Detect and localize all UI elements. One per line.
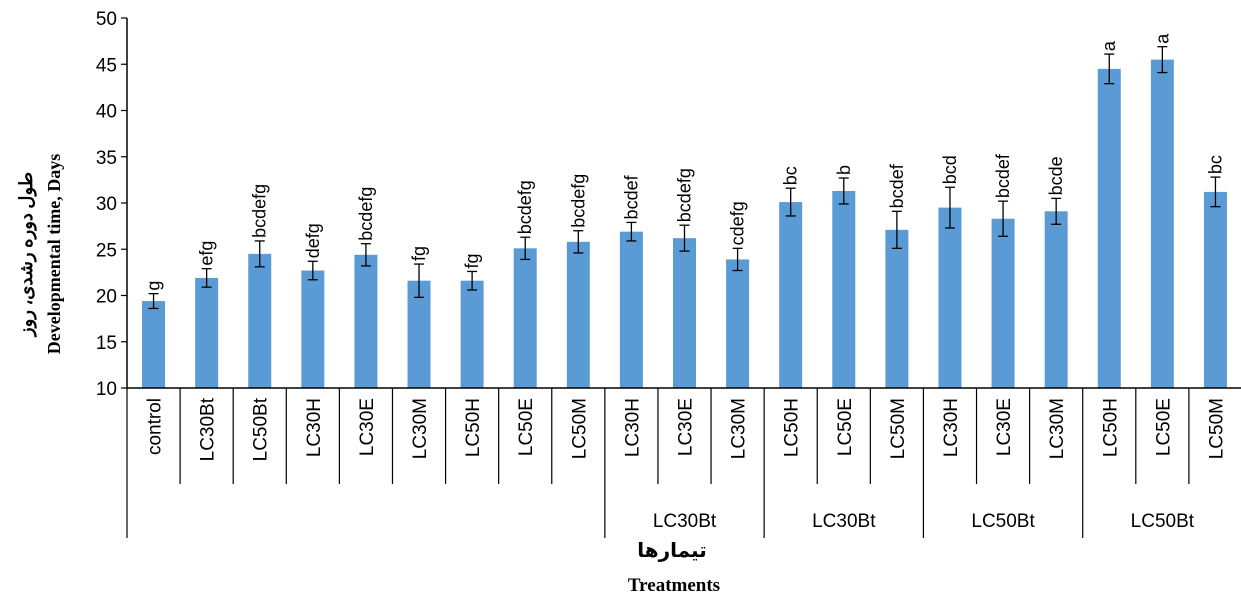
bar <box>1097 68 1121 388</box>
y-tick-label: 40 <box>96 102 117 123</box>
bar <box>195 277 219 388</box>
y-tick-label: 45 <box>96 55 117 76</box>
bar <box>938 207 962 388</box>
significance-letter: a <box>1099 40 1119 51</box>
x-category-label: LC30E <box>357 398 378 456</box>
x-category-label: LC30E <box>994 398 1015 456</box>
bar <box>566 241 590 388</box>
bar <box>301 270 325 388</box>
significance-letter: b <box>834 165 854 175</box>
significance-letter: bc <box>781 166 801 185</box>
bar <box>513 248 537 388</box>
x-category-label: LC50H <box>782 398 803 457</box>
significance-letter: bcde <box>1046 156 1066 195</box>
x-axis-label-persian: تیمارها <box>637 538 706 562</box>
y-axis-label-english: Developmental time, Days <box>44 154 64 354</box>
x-group-label: LC30Bt <box>812 511 876 532</box>
x-category-label: LC30H <box>941 398 962 457</box>
y-axis: 10 15 20 25 30 35 40 45 50 <box>96 9 128 400</box>
bar <box>407 280 431 388</box>
x-group-label: LC50Bt <box>1131 511 1195 532</box>
significance-letter: bcdefg <box>515 180 535 234</box>
x-category-label: LC30Bt <box>198 397 219 461</box>
bar <box>885 229 909 388</box>
significance-letter: bcdefg <box>250 184 270 238</box>
x-category-label: LC50H <box>463 398 484 457</box>
bar <box>248 253 272 388</box>
x-category-label: LC30M <box>729 398 750 459</box>
x-category-label: LC30H <box>622 398 643 457</box>
y-tick-label: 35 <box>96 148 117 169</box>
significance-letter: bcdefg <box>675 168 695 222</box>
x-category-label: LC30M <box>1047 398 1068 459</box>
x-category-label: LC50E <box>1153 398 1174 456</box>
x-category-label: LC30M <box>410 398 431 459</box>
bar <box>779 202 803 388</box>
significance-letter: bcdef <box>621 174 641 219</box>
y-tick-label: 30 <box>96 194 117 215</box>
significance-letter: cdefg <box>728 201 748 245</box>
bar <box>354 254 378 388</box>
bar <box>142 301 166 388</box>
bar <box>1203 191 1227 388</box>
x-axis-label-english: Treatments <box>628 575 720 596</box>
y-tick-label: 50 <box>96 9 117 30</box>
significance-letter: a <box>1152 33 1172 44</box>
x-category-label: LC30H <box>304 398 325 457</box>
significance-letter: bcdefg <box>568 174 588 228</box>
bar <box>832 190 856 388</box>
y-tick-label: 10 <box>96 379 117 400</box>
x-category-label: LC50Bt <box>251 397 272 461</box>
x-category-label: LC50E <box>835 398 856 456</box>
significance-letter: defg <box>303 223 323 258</box>
x-category-label: LC50H <box>1100 398 1121 457</box>
x-group-label: LC50Bt <box>971 511 1035 532</box>
bar <box>619 231 643 388</box>
significance-letter: fg <box>462 253 482 268</box>
y-tick-label: 20 <box>96 287 117 308</box>
bar <box>726 259 750 388</box>
x-axis: control LC30Bt LC50Bt LC30H LC30E LC30M LC50H L… <box>126 387 1241 538</box>
significance-letter: bcdef <box>887 163 907 208</box>
x-category-label: control <box>145 398 166 455</box>
significance-letter: bcd <box>940 155 960 184</box>
y-axis-label-persian: طول دوره رشدی، روز <box>16 172 37 338</box>
bar <box>991 218 1015 388</box>
x-category-label: LC50E <box>516 398 537 456</box>
x-category-label: LC30E <box>676 398 697 456</box>
y-tick-label: 15 <box>96 333 117 354</box>
bar <box>460 280 484 388</box>
x-category-label: LC50M <box>888 398 909 459</box>
x-category-label: LC50M <box>569 398 590 459</box>
significance-letter: bcdef <box>993 153 1013 198</box>
x-category-label: LC50M <box>1206 398 1227 459</box>
bar <box>1044 211 1068 388</box>
significance-letter: efg <box>197 241 217 266</box>
significance-letter: g <box>144 281 164 291</box>
significance-letter: bcdefg <box>356 187 376 241</box>
y-tick-label: 25 <box>96 240 117 261</box>
significance-letter: fg <box>409 246 429 261</box>
x-group-label: LC30Bt <box>653 511 717 532</box>
significance-letter: bc <box>1205 155 1225 174</box>
bar <box>1150 59 1174 388</box>
bar <box>673 238 696 388</box>
